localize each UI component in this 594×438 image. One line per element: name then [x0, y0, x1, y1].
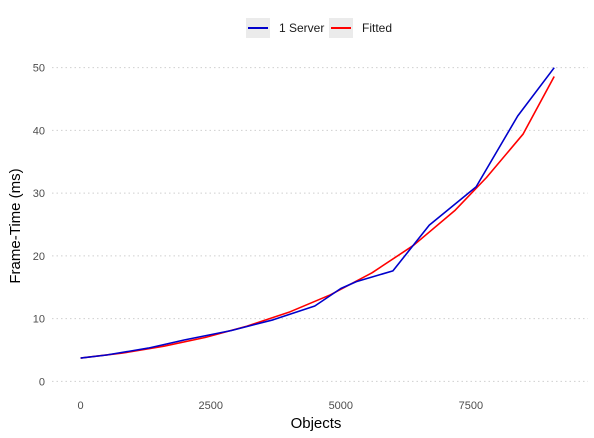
y-tick-label: 40	[33, 125, 45, 137]
x-tick-label: 0	[78, 400, 84, 412]
x-tick-label: 5000	[329, 400, 353, 412]
x-tick-label: 2500	[198, 400, 222, 412]
y-tick-label: 10	[33, 314, 45, 326]
y-tick-label: 30	[33, 188, 45, 200]
series-line-1-server	[80, 67, 555, 359]
y-axis-title: Frame-Time (ms)	[7, 168, 24, 283]
y-tick-label: 20	[33, 251, 45, 263]
series-line-fitted	[80, 76, 555, 359]
series-lines	[80, 67, 555, 359]
y-axis-ticks: 0 10 20 30 40 50	[33, 63, 45, 389]
legend-label: Fitted	[362, 21, 392, 35]
legend-item: 1 Server	[246, 18, 324, 38]
legend-label: 1 Server	[279, 21, 324, 35]
x-tick-label: 7500	[459, 400, 483, 412]
x-axis-ticks: 0 2500 5000 7500	[78, 400, 484, 412]
x-axis-title: Objects	[291, 415, 342, 432]
gridlines	[52, 67, 588, 382]
y-tick-label: 50	[33, 63, 45, 75]
legend-item: Fitted	[329, 18, 392, 38]
y-tick-label: 0	[39, 376, 45, 388]
legend: 1 Server Fitted	[246, 18, 392, 38]
